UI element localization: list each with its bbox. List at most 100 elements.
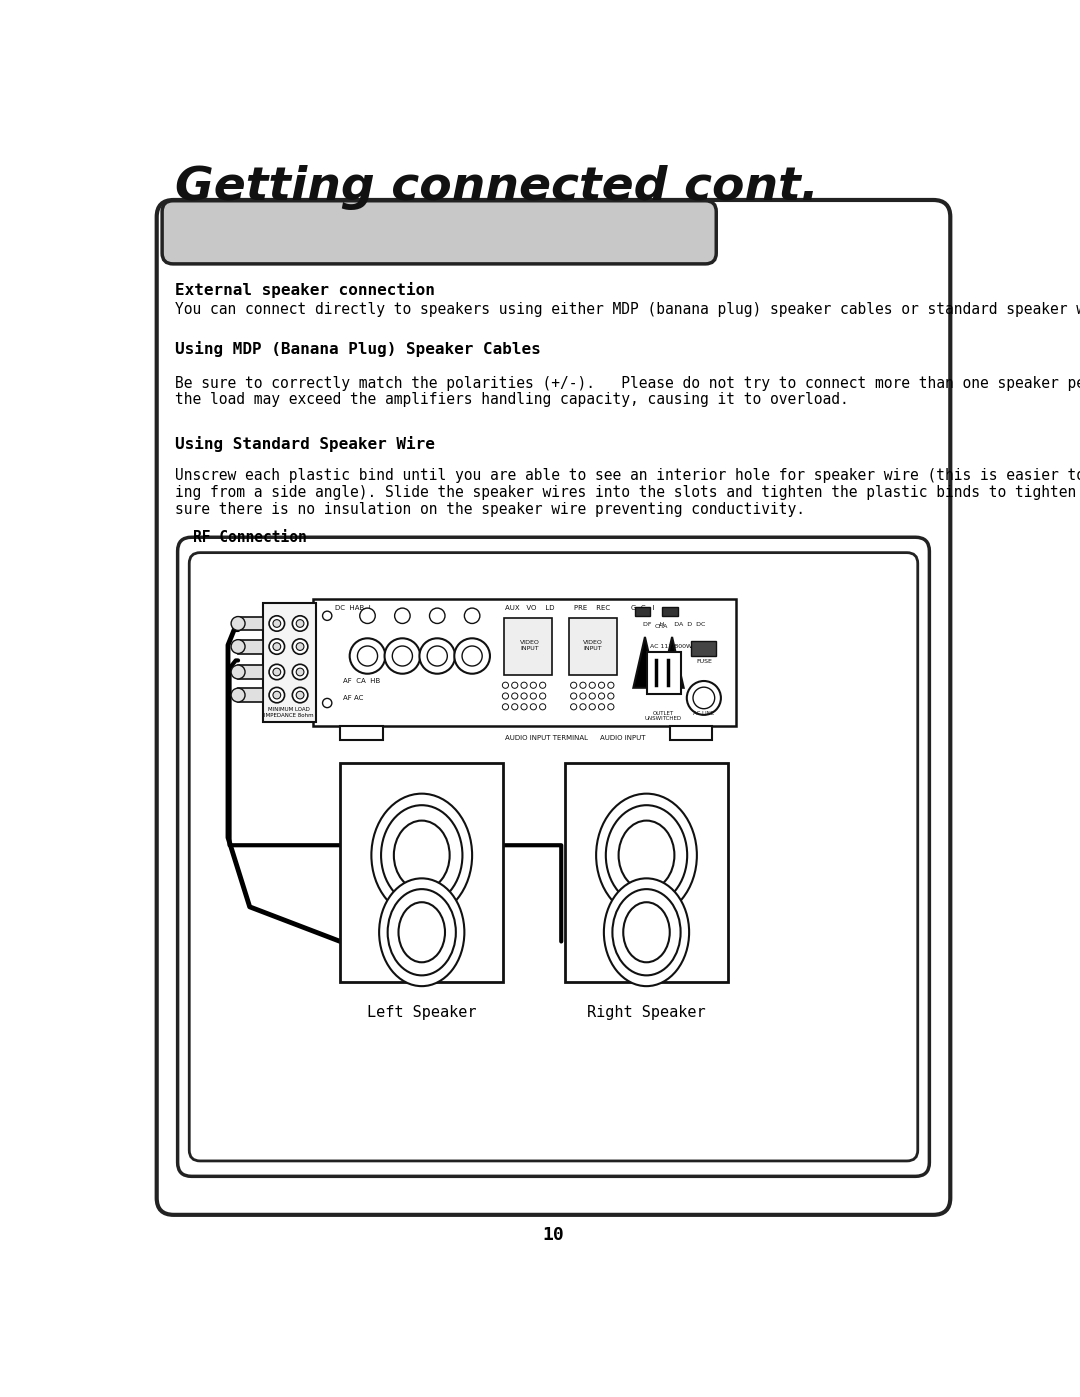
Circle shape: [530, 693, 537, 698]
Circle shape: [384, 638, 420, 673]
Text: You can connect directly to speakers using either MDP (banana plug) speaker cabl: You can connect directly to speakers usi…: [175, 302, 1080, 317]
Circle shape: [419, 638, 455, 673]
Circle shape: [350, 638, 386, 673]
Circle shape: [687, 680, 721, 715]
Text: External speaker connection: External speaker connection: [175, 282, 435, 298]
Circle shape: [269, 638, 284, 654]
Circle shape: [580, 682, 586, 689]
Circle shape: [521, 693, 527, 698]
Ellipse shape: [381, 805, 462, 905]
Circle shape: [462, 645, 482, 666]
Circle shape: [231, 689, 245, 703]
Bar: [504, 617, 552, 675]
Text: FUSE: FUSE: [697, 658, 712, 664]
Circle shape: [231, 640, 245, 654]
Circle shape: [512, 704, 517, 710]
Polygon shape: [661, 637, 684, 687]
Circle shape: [293, 638, 308, 654]
Text: Using MDP (Banana Plug) Speaker Cables: Using MDP (Banana Plug) Speaker Cables: [175, 341, 541, 356]
Ellipse shape: [388, 888, 456, 975]
Bar: [238, 616, 262, 630]
Text: CHA: CHA: [654, 624, 667, 629]
Circle shape: [296, 620, 303, 627]
Circle shape: [590, 682, 595, 689]
Circle shape: [540, 682, 545, 689]
Circle shape: [269, 616, 284, 631]
Ellipse shape: [596, 793, 697, 916]
FancyBboxPatch shape: [189, 553, 918, 1161]
Circle shape: [323, 610, 332, 620]
Circle shape: [464, 608, 480, 623]
Circle shape: [392, 645, 413, 666]
Circle shape: [296, 692, 303, 698]
Text: Right Speaker: Right Speaker: [588, 1006, 706, 1020]
Circle shape: [394, 608, 410, 623]
Circle shape: [608, 704, 613, 710]
Text: MINIMUM LOAD
IMPEDANCE 8ohm: MINIMUM LOAD IMPEDANCE 8ohm: [265, 707, 314, 718]
Text: sure there is no insulation on the speaker wire preventing conductivity.: sure there is no insulation on the speak…: [175, 502, 806, 517]
Circle shape: [296, 668, 303, 676]
Bar: [340, 763, 503, 982]
Ellipse shape: [379, 879, 464, 986]
Text: AUDIO INPUT TERMINAL: AUDIO INPUT TERMINAL: [505, 735, 589, 742]
Circle shape: [540, 704, 545, 710]
Text: AUX   VO    LD: AUX VO LD: [505, 605, 555, 610]
Circle shape: [455, 638, 490, 673]
Ellipse shape: [619, 820, 674, 890]
Circle shape: [293, 687, 308, 703]
Circle shape: [273, 668, 281, 676]
Bar: [569, 617, 617, 675]
Text: AUDIO INPUT: AUDIO INPUT: [600, 735, 646, 742]
Text: DC  HAB  I: DC HAB I: [335, 605, 370, 610]
Text: DF    H     DA  D  DC: DF H DA D DC: [643, 622, 705, 627]
Bar: [691, 641, 716, 657]
Text: Left Speaker: Left Speaker: [367, 1006, 476, 1020]
Circle shape: [608, 682, 613, 689]
Bar: [238, 640, 262, 654]
Circle shape: [273, 692, 281, 698]
Circle shape: [570, 682, 577, 689]
Text: G  C   I: G C I: [631, 605, 654, 610]
Bar: [662, 606, 677, 616]
Polygon shape: [633, 637, 657, 687]
Circle shape: [273, 620, 281, 627]
Bar: [565, 763, 728, 982]
Ellipse shape: [372, 793, 472, 916]
FancyBboxPatch shape: [177, 538, 930, 1176]
Circle shape: [323, 698, 332, 708]
Circle shape: [512, 682, 517, 689]
Circle shape: [608, 693, 613, 698]
Bar: [340, 726, 383, 740]
Circle shape: [430, 608, 445, 623]
Text: Unscrew each plastic bind until you are able to see an interior hole for speaker: Unscrew each plastic bind until you are …: [175, 468, 1080, 483]
Bar: [313, 599, 735, 726]
Circle shape: [570, 693, 577, 698]
Text: RF Connection: RF Connection: [193, 529, 307, 545]
Text: ing from a side angle). Slide the speaker wires into the slots and tighten the p: ing from a side angle). Slide the speake…: [175, 485, 1080, 500]
Text: OUTLET
UNSWITCHED: OUTLET UNSWITCHED: [645, 711, 683, 721]
Circle shape: [693, 687, 715, 708]
Text: Using Standard Speaker Wire: Using Standard Speaker Wire: [175, 436, 435, 451]
Text: the load may exceed the amplifiers handling capacity, causing it to overload.: the load may exceed the amplifiers handl…: [175, 393, 849, 408]
Circle shape: [540, 693, 545, 698]
Circle shape: [502, 704, 509, 710]
Circle shape: [521, 682, 527, 689]
Circle shape: [273, 643, 281, 651]
Circle shape: [580, 693, 586, 698]
Bar: [670, 726, 713, 740]
Text: AF AC: AF AC: [342, 694, 363, 701]
Text: AF  CA  HB: AF CA HB: [342, 679, 380, 685]
Bar: [262, 602, 315, 722]
Ellipse shape: [606, 805, 687, 905]
Circle shape: [502, 693, 509, 698]
Ellipse shape: [623, 902, 670, 963]
Circle shape: [598, 682, 605, 689]
Ellipse shape: [399, 902, 445, 963]
Circle shape: [530, 682, 537, 689]
Ellipse shape: [604, 879, 689, 986]
Circle shape: [502, 682, 509, 689]
Circle shape: [512, 693, 517, 698]
Circle shape: [598, 704, 605, 710]
Circle shape: [580, 704, 586, 710]
Text: PRE    REC: PRE REC: [573, 605, 610, 610]
